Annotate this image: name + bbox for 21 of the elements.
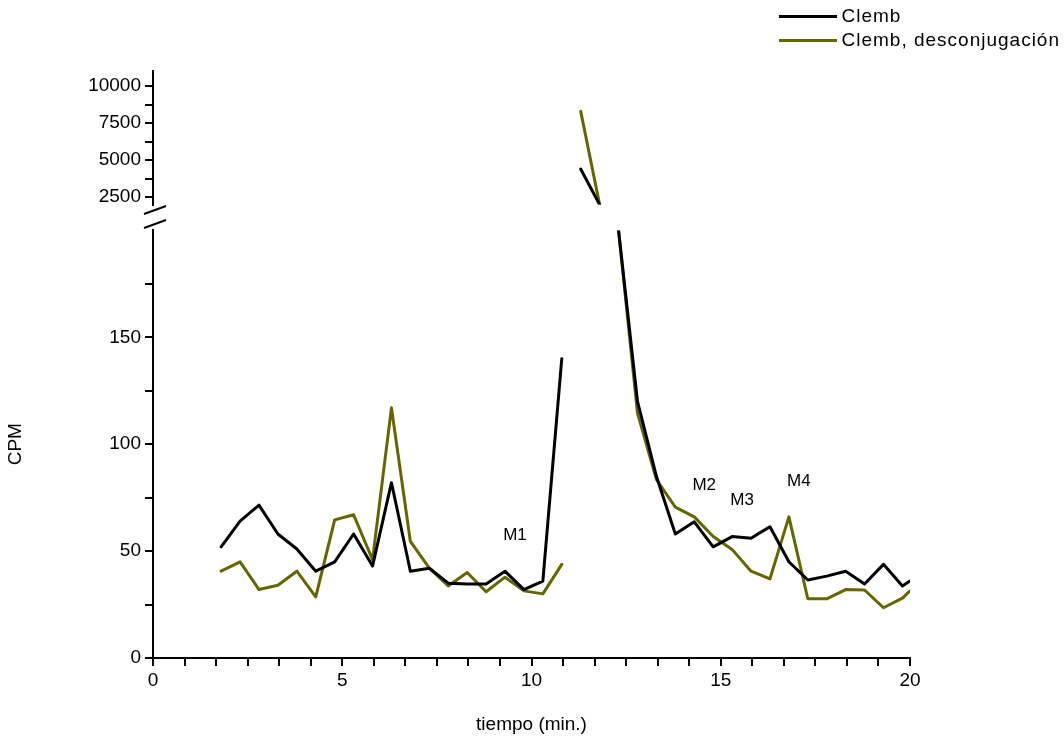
y-tick-label: 2500 — [98, 185, 141, 207]
x-axis-title: tiempo (min.) — [476, 712, 587, 734]
y-tick-label: 100 — [109, 432, 141, 454]
y-tick-label: 50 — [119, 539, 141, 561]
annotation: M4 — [787, 470, 811, 490]
annotation: M2 — [692, 475, 717, 495]
y-tick-label: 7500 — [98, 111, 141, 133]
legend-label: Clemb — [841, 5, 902, 27]
legend-label: Clemb, desconjugación — [841, 29, 1060, 51]
x-tick-label: 15 — [710, 668, 732, 690]
x-tick-label: 10 — [520, 668, 543, 690]
x-tick-label: 5 — [336, 668, 348, 690]
y-axis-title: CPM — [3, 423, 25, 466]
y-tick-label: 10000 — [88, 74, 141, 96]
annotation: M1 — [503, 524, 527, 544]
annotation: M3 — [730, 490, 754, 510]
y-tick-label: 5000 — [98, 148, 141, 170]
y-tick-label: 150 — [109, 325, 141, 347]
x-tick-label: 0 — [147, 668, 159, 690]
y-tick-label: 0 — [130, 646, 141, 668]
x-tick-label: 20 — [899, 668, 921, 690]
